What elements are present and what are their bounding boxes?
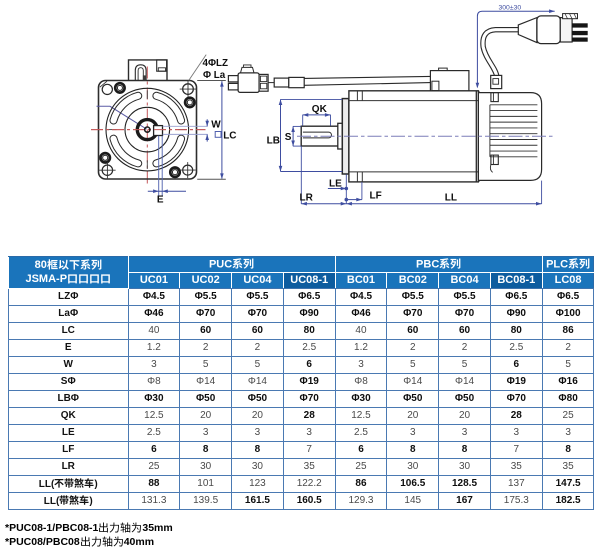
svg-text:E: E (157, 195, 164, 206)
svg-text:W: W (211, 119, 221, 130)
svg-text:LF: LF (370, 191, 382, 202)
svg-text:QK: QK (312, 104, 328, 115)
svg-text:300±30: 300±30 (499, 4, 522, 11)
svg-text:LE: LE (329, 178, 342, 189)
svg-text:LR: LR (300, 193, 314, 204)
svg-text:LB: LB (267, 135, 280, 146)
svg-text:4ΦLZ: 4ΦLZ (203, 58, 228, 69)
svg-text:S: S (285, 132, 292, 143)
svg-text:LC: LC (223, 130, 236, 141)
svg-text:Φ La: Φ La (203, 70, 226, 81)
svg-text:LL: LL (445, 193, 457, 204)
